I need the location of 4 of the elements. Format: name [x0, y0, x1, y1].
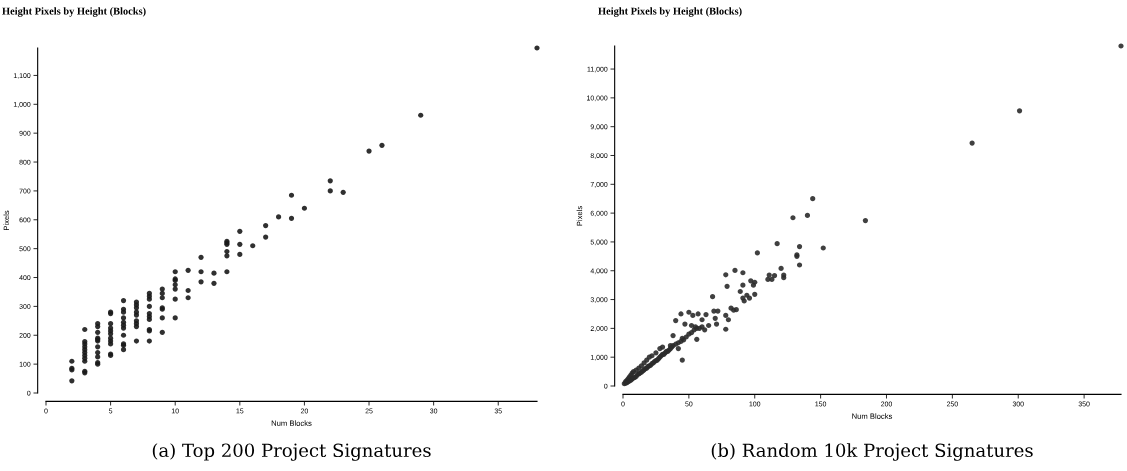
chart-title: Height Pixels by Height (Blocks) [598, 7, 742, 17]
text: (a) Top 200 Project Signatures [152, 443, 431, 461]
chart-title: Height Pixels by Height (Blocks) [2, 7, 146, 17]
text: (b) Random 10k Project Signatures [711, 443, 1033, 461]
